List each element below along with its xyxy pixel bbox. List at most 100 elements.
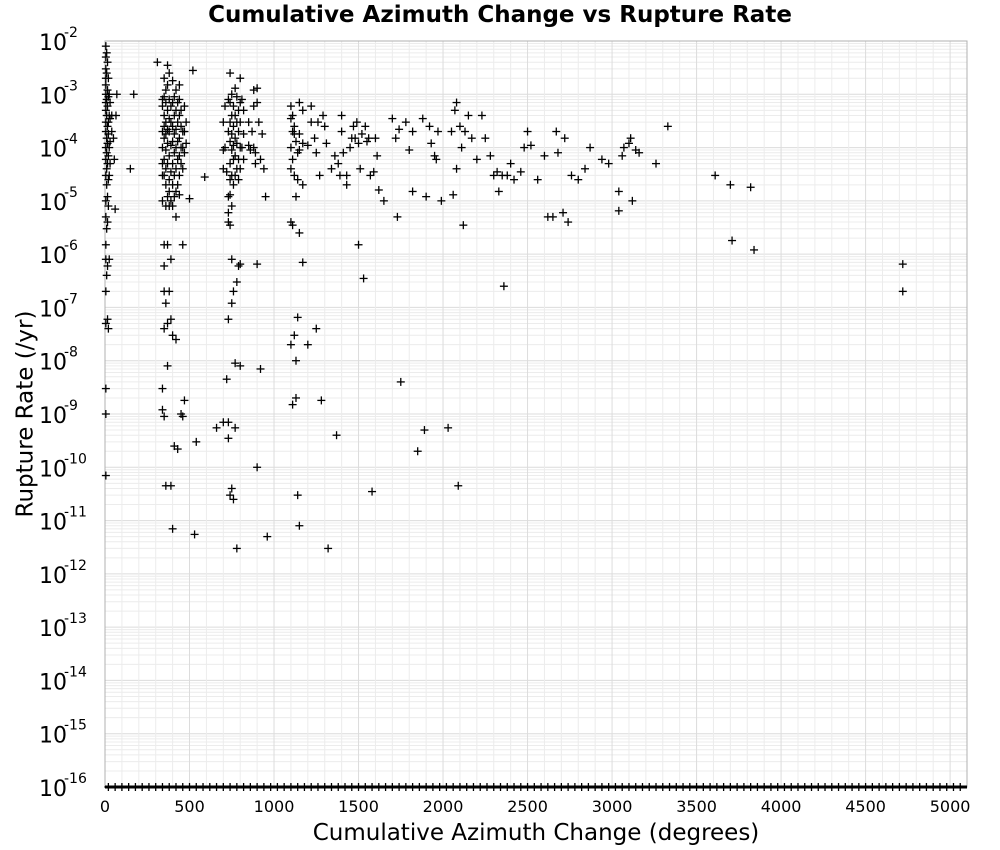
y-tick-label: 10 <box>39 297 67 322</box>
data-point <box>163 61 172 70</box>
data-point <box>337 127 346 136</box>
data-point <box>227 90 236 99</box>
data-point <box>366 171 375 180</box>
data-point <box>320 122 329 131</box>
data-point <box>161 86 170 95</box>
data-point <box>126 164 135 173</box>
data-point <box>295 521 304 530</box>
y-tick-label: 10 <box>39 351 67 376</box>
data-point <box>178 143 187 152</box>
data-point <box>332 431 341 440</box>
y-tick-exponent: -11 <box>64 505 87 521</box>
data-point <box>231 151 240 160</box>
data-point <box>111 205 120 214</box>
data-point <box>163 240 172 249</box>
y-tick-label: 10 <box>39 724 67 749</box>
y-tick-exponent: -15 <box>64 718 87 734</box>
data-point <box>286 143 295 152</box>
data-point <box>342 180 351 189</box>
data-point <box>293 175 302 184</box>
data-point <box>101 410 110 418</box>
data-point <box>567 171 576 180</box>
data-point <box>291 356 300 365</box>
floor-points <box>104 783 967 791</box>
data-point <box>520 143 529 152</box>
data-point <box>291 137 300 146</box>
data-point <box>234 261 243 270</box>
data-point <box>251 159 260 168</box>
data-point <box>231 134 240 143</box>
data-point <box>224 434 233 443</box>
data-point <box>259 164 268 173</box>
y-tick-exponent: -12 <box>64 558 87 574</box>
data-point <box>236 260 245 269</box>
data-point <box>232 139 241 148</box>
data-point <box>163 319 172 328</box>
data-point <box>291 192 300 201</box>
data-point <box>461 127 470 136</box>
data-point <box>165 187 174 196</box>
x-tick-label: 500 <box>174 797 205 816</box>
data-point <box>105 90 114 99</box>
data-point <box>369 167 378 176</box>
data-points <box>101 42 907 553</box>
data-point <box>413 447 422 456</box>
data-point <box>711 171 720 180</box>
data-point <box>178 164 187 173</box>
data-point <box>239 129 248 138</box>
data-point <box>635 148 644 157</box>
data-point <box>185 194 194 203</box>
data-point <box>226 175 235 184</box>
data-point <box>624 139 633 148</box>
data-point <box>160 324 169 333</box>
data-point <box>244 141 253 150</box>
x-tick-label: 0 <box>100 797 110 816</box>
data-point <box>564 218 573 227</box>
data-point <box>129 90 138 99</box>
data-point <box>221 143 230 152</box>
data-point <box>516 167 525 176</box>
data-point <box>102 224 111 233</box>
data-point <box>160 134 169 143</box>
data-point <box>298 106 307 115</box>
data-point <box>227 202 236 211</box>
data-point <box>109 134 118 143</box>
data-point <box>200 173 209 182</box>
data-point <box>356 164 365 173</box>
data-point <box>101 471 110 480</box>
data-point <box>663 122 672 131</box>
data-point <box>103 315 112 324</box>
data-point <box>104 74 113 83</box>
data-point <box>175 190 184 199</box>
data-point <box>249 143 258 152</box>
data-point <box>160 171 169 180</box>
data-point <box>322 139 331 148</box>
data-point <box>253 463 262 472</box>
data-point <box>236 361 245 370</box>
data-point <box>173 118 182 127</box>
data-point <box>178 412 187 421</box>
data-point <box>180 127 189 136</box>
data-point <box>618 151 627 160</box>
data-point <box>503 171 512 180</box>
data-point <box>455 122 464 131</box>
data-point <box>160 111 169 120</box>
data-point <box>481 134 490 143</box>
data-point <box>364 134 373 143</box>
y-tick-exponent: -7 <box>64 291 78 307</box>
data-point <box>180 102 189 111</box>
data-point <box>457 143 466 152</box>
data-point <box>597 155 606 164</box>
data-point <box>103 58 112 67</box>
data-point <box>586 143 595 152</box>
data-point <box>103 122 112 131</box>
x-tick-label: 1000 <box>254 797 295 816</box>
data-point <box>553 148 562 157</box>
data-point <box>405 146 414 155</box>
data-point <box>180 396 189 405</box>
data-point <box>307 102 316 111</box>
data-point <box>232 92 241 101</box>
data-point <box>175 134 184 143</box>
data-point <box>395 125 404 134</box>
data-point <box>160 74 169 83</box>
